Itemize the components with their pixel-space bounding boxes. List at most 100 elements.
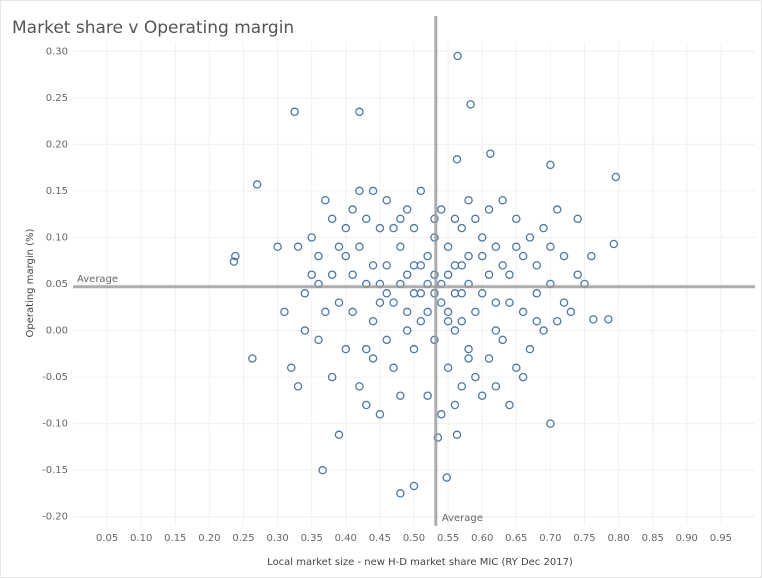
point — [573, 214, 582, 224]
point — [321, 195, 330, 205]
point — [486, 149, 495, 158]
point — [443, 242, 453, 252]
point — [484, 205, 494, 214]
point — [498, 195, 507, 205]
point — [443, 363, 453, 373]
point — [368, 186, 378, 196]
point — [389, 298, 398, 307]
point — [443, 307, 453, 317]
point — [389, 223, 398, 233]
x-tick-label: 0.30 — [266, 533, 288, 544]
point — [423, 391, 432, 400]
point — [505, 400, 514, 410]
point — [450, 400, 460, 410]
point — [450, 289, 460, 298]
point — [416, 186, 426, 196]
point — [416, 261, 426, 270]
point — [252, 180, 262, 189]
point — [452, 430, 462, 440]
x-tick-label: 0.95 — [710, 533, 732, 544]
point — [375, 410, 385, 419]
point — [464, 354, 473, 363]
x-tick-label: 0.40 — [335, 533, 357, 544]
point — [300, 289, 310, 298]
point — [452, 155, 462, 164]
point — [273, 242, 282, 252]
point — [559, 298, 569, 307]
x-tick-label: 0.35 — [301, 533, 323, 544]
point — [589, 315, 598, 324]
point — [293, 242, 303, 252]
point — [532, 261, 542, 270]
x-tick-label: 0.20 — [198, 533, 220, 544]
point — [498, 261, 507, 270]
point — [355, 107, 364, 117]
point — [314, 251, 323, 261]
point — [477, 289, 487, 298]
point — [512, 363, 521, 373]
point — [362, 214, 371, 224]
x-tick-label: 0.50 — [403, 533, 425, 544]
point — [248, 354, 257, 363]
point — [573, 270, 582, 279]
point — [484, 270, 494, 279]
point — [368, 316, 378, 326]
point — [409, 289, 419, 298]
point — [341, 223, 351, 233]
point — [587, 251, 596, 261]
x-tick-label: 0.80 — [607, 533, 629, 544]
y-tick-label: 0.25 — [46, 93, 68, 104]
point — [348, 205, 357, 214]
x-tick-label: 0.15 — [164, 533, 186, 544]
x-tick-label: 0.65 — [505, 533, 527, 544]
point — [457, 316, 466, 326]
point — [442, 473, 451, 482]
point — [457, 261, 466, 270]
point — [491, 382, 501, 391]
point — [409, 223, 419, 233]
point — [477, 233, 487, 242]
point — [552, 205, 562, 214]
point — [396, 242, 405, 252]
point — [348, 270, 357, 279]
point — [532, 316, 542, 326]
point — [396, 391, 405, 400]
point — [477, 391, 487, 400]
point — [355, 382, 364, 391]
point — [450, 326, 460, 335]
y-tick-label: -0.20 — [42, 512, 68, 523]
point — [348, 307, 357, 317]
point — [453, 51, 462, 61]
point — [293, 382, 303, 391]
point — [355, 242, 364, 252]
point — [477, 251, 487, 261]
point — [341, 344, 351, 354]
point — [423, 307, 432, 317]
point — [512, 214, 521, 224]
point — [402, 205, 412, 214]
point — [396, 214, 405, 224]
x-tick-label: 0.25 — [232, 533, 254, 544]
point — [286, 363, 296, 373]
point — [471, 214, 480, 224]
point — [368, 261, 378, 270]
point — [512, 242, 521, 252]
point — [611, 172, 621, 182]
point — [484, 354, 494, 363]
point — [552, 316, 562, 326]
point — [327, 270, 337, 279]
point — [307, 233, 316, 242]
point — [389, 363, 398, 373]
point — [505, 298, 514, 307]
point — [457, 382, 466, 391]
point — [437, 298, 446, 307]
point — [539, 223, 548, 233]
point — [368, 354, 378, 363]
point — [498, 335, 507, 345]
point — [437, 410, 446, 419]
point — [409, 344, 419, 354]
point — [457, 223, 466, 233]
point — [546, 160, 555, 170]
